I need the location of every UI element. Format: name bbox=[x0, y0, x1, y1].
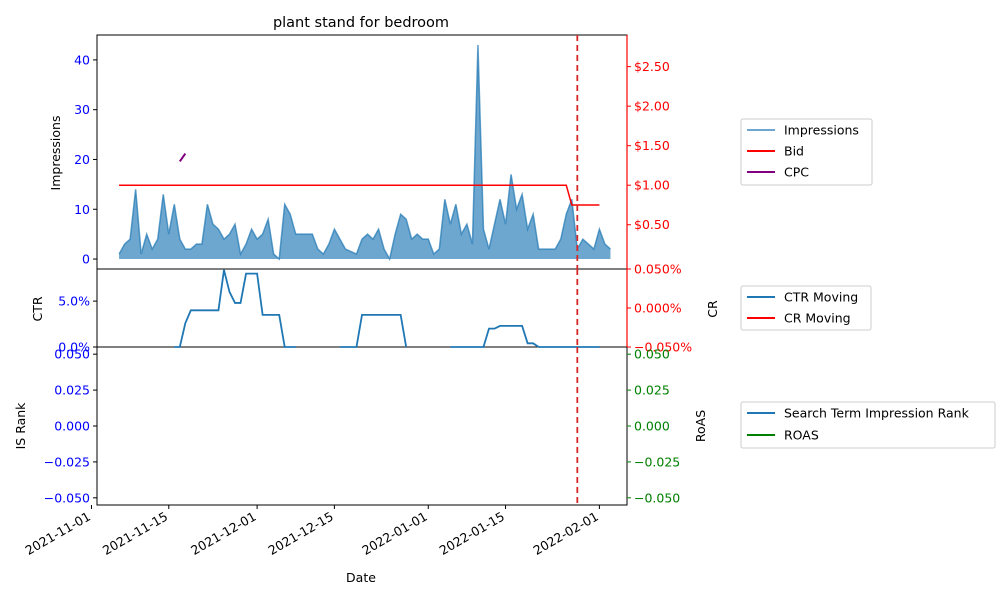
impressions-line bbox=[118, 44, 611, 262]
middle-panel-frame bbox=[96, 268, 628, 348]
x-tick-label-0: 2021-11-01 bbox=[23, 509, 93, 558]
legend-top-box bbox=[740, 118, 873, 186]
legend-middle: CTR Moving CR Moving bbox=[740, 285, 872, 331]
tick-cr-1: 0.000% bbox=[634, 301, 682, 316]
legend-label-cr: CR Moving bbox=[784, 311, 851, 326]
legend-label-impressions: Impressions bbox=[784, 123, 859, 138]
legend-label-is-rank: Search Term Impression Rank bbox=[784, 406, 970, 421]
tick-bid-3: $2.00 bbox=[634, 99, 670, 114]
tick-is-rank-1: 0.025 bbox=[54, 383, 90, 398]
ctr-moving-line-1 bbox=[174, 269, 296, 348]
y2-axis-label-roas: RoAS bbox=[693, 410, 708, 442]
tick-is-rank-2: 0.000 bbox=[54, 419, 90, 434]
legend-label-roas: ROAS bbox=[784, 428, 819, 443]
tick-impressions-20: 20 bbox=[74, 152, 90, 167]
y2-axis-label-cr: CR bbox=[705, 300, 720, 318]
middle-panel-plot bbox=[174, 269, 600, 348]
impressions-area bbox=[119, 44, 611, 260]
x-tick-label-6: 2022-02-01 bbox=[530, 509, 600, 558]
x-tick-label-2: 2021-12-01 bbox=[188, 509, 258, 558]
tick-cr-2: 0.050% bbox=[634, 262, 682, 277]
tick-is-rank-4: −0.050 bbox=[44, 490, 90, 505]
tick-is-rank-0: 0.050 bbox=[54, 347, 90, 362]
legend-top: Impressions Bid CPC bbox=[740, 118, 873, 186]
y-axis-label-ctr: CTR bbox=[30, 296, 45, 321]
tick-ctr-0: 0.0% bbox=[58, 340, 90, 355]
tick-cr-0: −0.050% bbox=[634, 340, 692, 355]
cpc-line bbox=[178, 153, 187, 163]
x-axis-label: Date bbox=[346, 570, 376, 585]
tick-impressions-40: 40 bbox=[74, 52, 90, 67]
tick-is-rank-3: −0.025 bbox=[44, 454, 90, 469]
tick-roas-4: −0.050 bbox=[634, 490, 680, 505]
ctr-moving-line-2 bbox=[339, 313, 408, 348]
legend-label-cpc: CPC bbox=[784, 165, 809, 180]
tick-bid-2: $1.50 bbox=[634, 138, 670, 153]
legend-label-ctr: CTR Moving bbox=[784, 290, 858, 305]
bottom-panel-frame bbox=[96, 346, 628, 506]
tick-bid-1: $1.00 bbox=[634, 178, 670, 193]
ctr-moving-line-3 bbox=[450, 324, 600, 348]
tick-roas-1: 0.025 bbox=[634, 383, 670, 398]
bid-line bbox=[119, 184, 600, 206]
tick-ctr-1: 5.0% bbox=[58, 294, 90, 309]
legend-bottom-box bbox=[740, 401, 996, 449]
legend-label-bid: Bid bbox=[784, 144, 804, 159]
tick-impressions-10: 10 bbox=[74, 202, 90, 217]
tick-bid-0: $0.50 bbox=[634, 217, 670, 232]
top-panel-plot bbox=[118, 35, 611, 269]
tick-impressions-0: 0 bbox=[82, 252, 90, 267]
x-tick-label-3: 2021-12-15 bbox=[265, 509, 335, 558]
x-tick-label-1: 2021-11-15 bbox=[100, 509, 170, 558]
tick-roas-2: 0.000 bbox=[634, 419, 670, 434]
tick-roas-0: 0.050 bbox=[634, 347, 670, 362]
x-tick-label-4: 2022-01-01 bbox=[359, 509, 429, 558]
tick-impressions-30: 30 bbox=[74, 102, 90, 117]
tick-bid-4: $2.50 bbox=[634, 59, 670, 74]
chart-title: plant stand for bedroom bbox=[273, 15, 449, 31]
axes-ticks: 0 10 20 30 40 $0.50 $1.00 $1.50 $2.00 $2.50 0.0% 5.… bbox=[23, 35, 692, 558]
tick-roas-3: −0.025 bbox=[634, 454, 680, 469]
x-tick-label-5: 2022-01-15 bbox=[437, 509, 507, 558]
y-axis-label-is-rank: IS Rank bbox=[13, 402, 28, 450]
y-axis-label-impressions: Impressions bbox=[48, 116, 63, 191]
legend-bottom: Search Term Impression Rank ROAS bbox=[740, 401, 996, 449]
